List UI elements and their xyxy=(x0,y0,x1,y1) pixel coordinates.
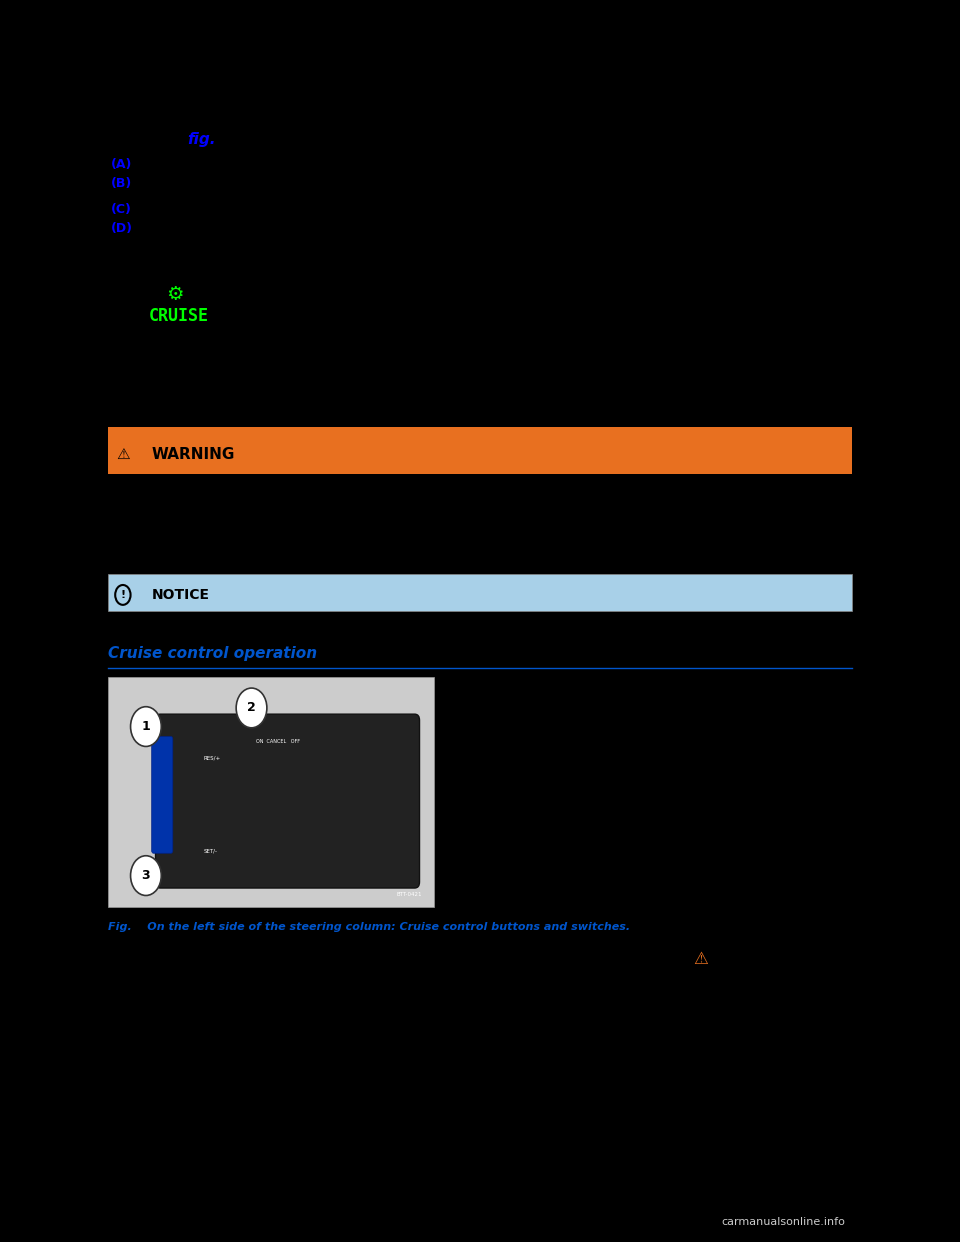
FancyBboxPatch shape xyxy=(108,574,852,611)
Text: 2: 2 xyxy=(247,702,256,714)
Text: 3: 3 xyxy=(142,869,150,882)
Text: 1: 1 xyxy=(141,720,151,733)
Circle shape xyxy=(131,856,161,895)
Text: Fig.    On the left side of the steering column: Cruise control buttons and swit: Fig. On the left side of the steering co… xyxy=(108,922,630,932)
Text: RES/+: RES/+ xyxy=(204,755,221,760)
Text: BTT-0421: BTT-0421 xyxy=(396,892,422,897)
Text: carmanualsonline.info: carmanualsonline.info xyxy=(721,1217,845,1227)
Text: (D): (D) xyxy=(110,222,132,235)
Text: WARNING: WARNING xyxy=(152,447,235,462)
Text: ON  CANCEL   OFF: ON CANCEL OFF xyxy=(256,739,300,744)
Text: ⚠: ⚠ xyxy=(693,950,708,968)
Circle shape xyxy=(131,707,161,746)
Text: SET/-: SET/- xyxy=(204,848,218,853)
Text: CRUISE: CRUISE xyxy=(149,308,209,325)
Text: (A): (A) xyxy=(110,159,132,171)
FancyBboxPatch shape xyxy=(152,737,173,853)
Text: !: ! xyxy=(120,590,126,600)
FancyBboxPatch shape xyxy=(108,427,852,474)
Text: NOTICE: NOTICE xyxy=(152,587,209,602)
Text: fig.: fig. xyxy=(187,132,216,147)
Text: (B): (B) xyxy=(110,178,132,190)
Text: Cruise control operation: Cruise control operation xyxy=(108,646,317,661)
FancyBboxPatch shape xyxy=(156,714,420,888)
Circle shape xyxy=(236,688,267,728)
Text: ⚠: ⚠ xyxy=(116,447,130,462)
Text: ⚙: ⚙ xyxy=(166,286,183,304)
Text: (C): (C) xyxy=(110,204,132,216)
FancyBboxPatch shape xyxy=(108,677,434,907)
